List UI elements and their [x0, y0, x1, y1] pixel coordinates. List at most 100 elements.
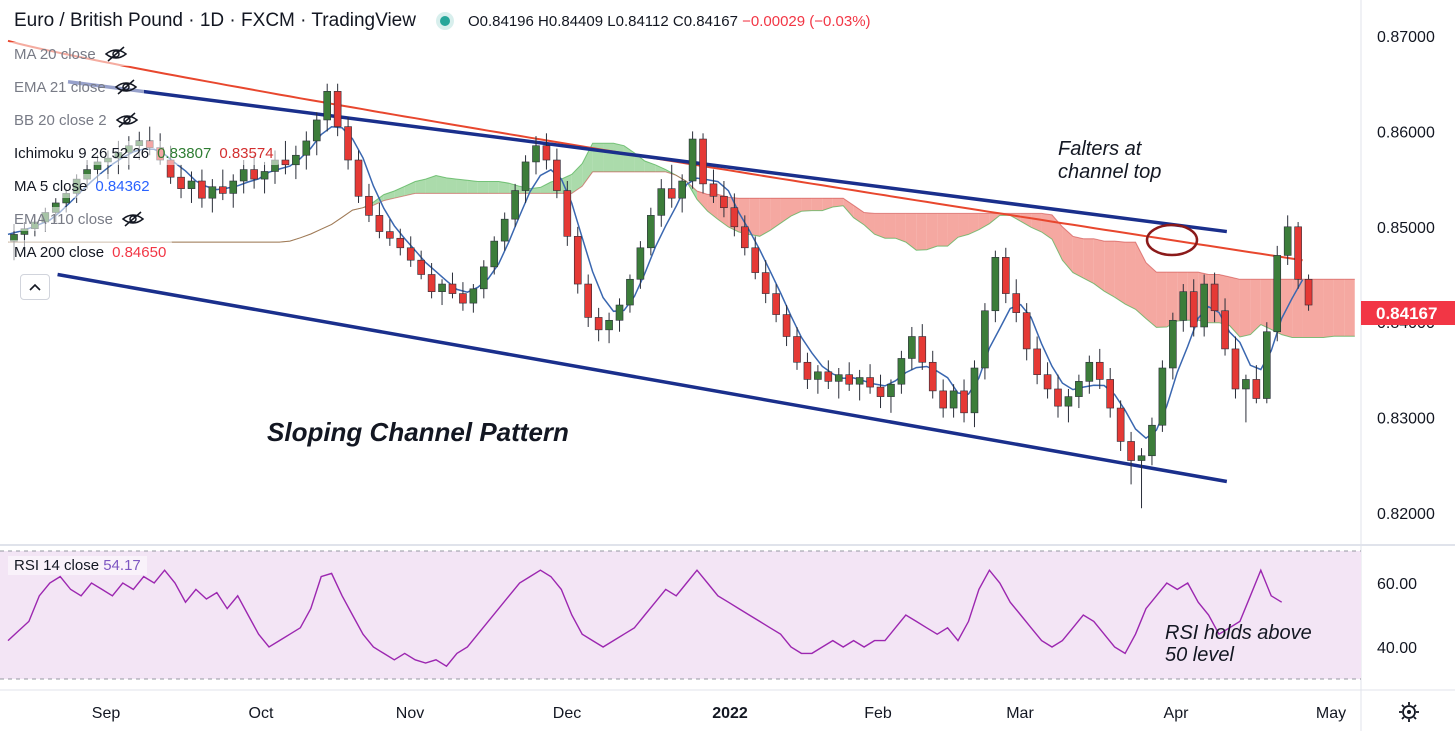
- eye-hidden-icon[interactable]: [114, 79, 138, 95]
- candle-body: [626, 278, 634, 306]
- settings-gear-icon[interactable]: [1399, 702, 1419, 722]
- candle: [563, 181, 572, 246]
- legend-bb[interactable]: BB 20 close 2: [8, 108, 145, 132]
- candle: [876, 374, 885, 409]
- cloud-segment: [561, 174, 572, 194]
- cloud-segment: [978, 213, 990, 230]
- candle-body: [198, 180, 206, 199]
- eye-hidden-icon[interactable]: [115, 112, 139, 128]
- cloud-segment: [697, 191, 708, 212]
- candle: [1085, 355, 1094, 394]
- channel-top-circle: [1145, 223, 1199, 257]
- candle: [688, 131, 697, 189]
- legend-ma20-label: MA 20 close: [14, 45, 96, 63]
- candle: [219, 169, 227, 201]
- candle-body: [1095, 361, 1104, 380]
- candle: [187, 171, 196, 203]
- candle: [866, 364, 874, 394]
- candle-body: [1116, 407, 1125, 442]
- cloud-segment: [780, 198, 791, 224]
- symbol-title: Euro / British Pound · 1D · FXCM · Tradi…: [14, 10, 416, 31]
- cloud-segment: [926, 213, 938, 250]
- candle-body: [438, 283, 446, 292]
- candle: [657, 179, 666, 227]
- candle: [1210, 272, 1219, 323]
- candle-body: [584, 283, 593, 318]
- candle-body: [594, 317, 603, 331]
- candle-body: [229, 180, 238, 194]
- candle: [1221, 298, 1229, 356]
- chevron-up-icon: [29, 283, 41, 291]
- candle: [198, 169, 206, 208]
- symbol-header[interactable]: Euro / British Pound · 1D · FXCM · Tradi…: [14, 6, 871, 36]
- candle-body: [479, 266, 488, 290]
- candle-body: [1221, 310, 1229, 350]
- candle-body: [824, 371, 833, 382]
- candle: [375, 202, 384, 239]
- cloud-segment: [1166, 272, 1178, 327]
- candle: [584, 274, 593, 327]
- candle: [1127, 431, 1135, 485]
- cloud-segment: [394, 186, 405, 199]
- price-tick-label: 0.86000: [1377, 124, 1435, 141]
- cloud-segment: [884, 213, 896, 239]
- eye-hidden-icon[interactable]: [104, 46, 128, 62]
- candle-body: [918, 336, 927, 363]
- legend-ichimoku-value1: 0.83807: [157, 144, 212, 162]
- candle: [521, 155, 530, 203]
- rsi-legend[interactable]: RSI 14 close 54.17: [8, 556, 147, 575]
- candle: [292, 145, 300, 180]
- candle: [438, 279, 446, 306]
- candle-body: [699, 138, 707, 185]
- eye-hidden-icon[interactable]: [121, 211, 145, 227]
- candle-body: [949, 390, 958, 409]
- cloud-segment: [811, 198, 823, 211]
- candle: [532, 136, 540, 175]
- candle-body: [1022, 312, 1031, 350]
- candle-body: [855, 377, 864, 385]
- candle: [1022, 303, 1031, 361]
- legend-collapse-button[interactable]: [20, 274, 50, 300]
- candle: [1137, 448, 1146, 509]
- legend-ichimoku[interactable]: Ichimoku 9 26 52 26 0.83807 0.83574: [8, 141, 280, 165]
- candle-body: [1242, 379, 1250, 390]
- cloud-segment: [1250, 279, 1261, 335]
- cloud-segment: [456, 179, 468, 194]
- cloud-segment: [1020, 213, 1032, 228]
- candle-body: [814, 371, 822, 380]
- cloud-segment: [1344, 279, 1355, 337]
- legend-ma5[interactable]: MA 5 close 0.84362: [8, 174, 156, 198]
- candle: [970, 360, 979, 428]
- cloud-segment: [801, 198, 812, 212]
- falters-label-line2: channel top: [1058, 161, 1161, 183]
- price-badge: 0.84167: [1361, 301, 1455, 325]
- candle-body: [1252, 379, 1261, 399]
- candle: [479, 260, 488, 299]
- candle-body: [177, 176, 185, 189]
- legend-ma20[interactable]: MA 20 close: [8, 42, 134, 66]
- candle: [699, 133, 707, 194]
- legend-ema110[interactable]: EMA 110 close: [8, 207, 151, 231]
- candle-body: [239, 169, 248, 182]
- cloud-segment: [1145, 262, 1157, 328]
- rsi-tick-label: 60.00: [1377, 576, 1417, 593]
- cloud-segment: [707, 194, 718, 220]
- candle: [897, 350, 906, 394]
- legend-ma5-label: MA 5 close: [14, 177, 88, 195]
- candle: [1095, 348, 1104, 389]
- candle-body: [636, 247, 645, 280]
- legend-ema21[interactable]: EMA 21 close: [8, 75, 144, 99]
- legend-bb-label: BB 20 close 2: [14, 111, 107, 129]
- candle: [1231, 336, 1240, 399]
- sloping-channel[interactable]: [57, 80, 1228, 484]
- candle: [1283, 215, 1292, 265]
- candle: [751, 236, 760, 280]
- candle: [782, 305, 791, 347]
- candle-body: [1210, 283, 1219, 312]
- candle-body: [553, 159, 561, 191]
- candle: [386, 219, 394, 246]
- legend-ma200[interactable]: MA 200 close 0.84650: [8, 240, 173, 264]
- candle-body: [292, 154, 300, 166]
